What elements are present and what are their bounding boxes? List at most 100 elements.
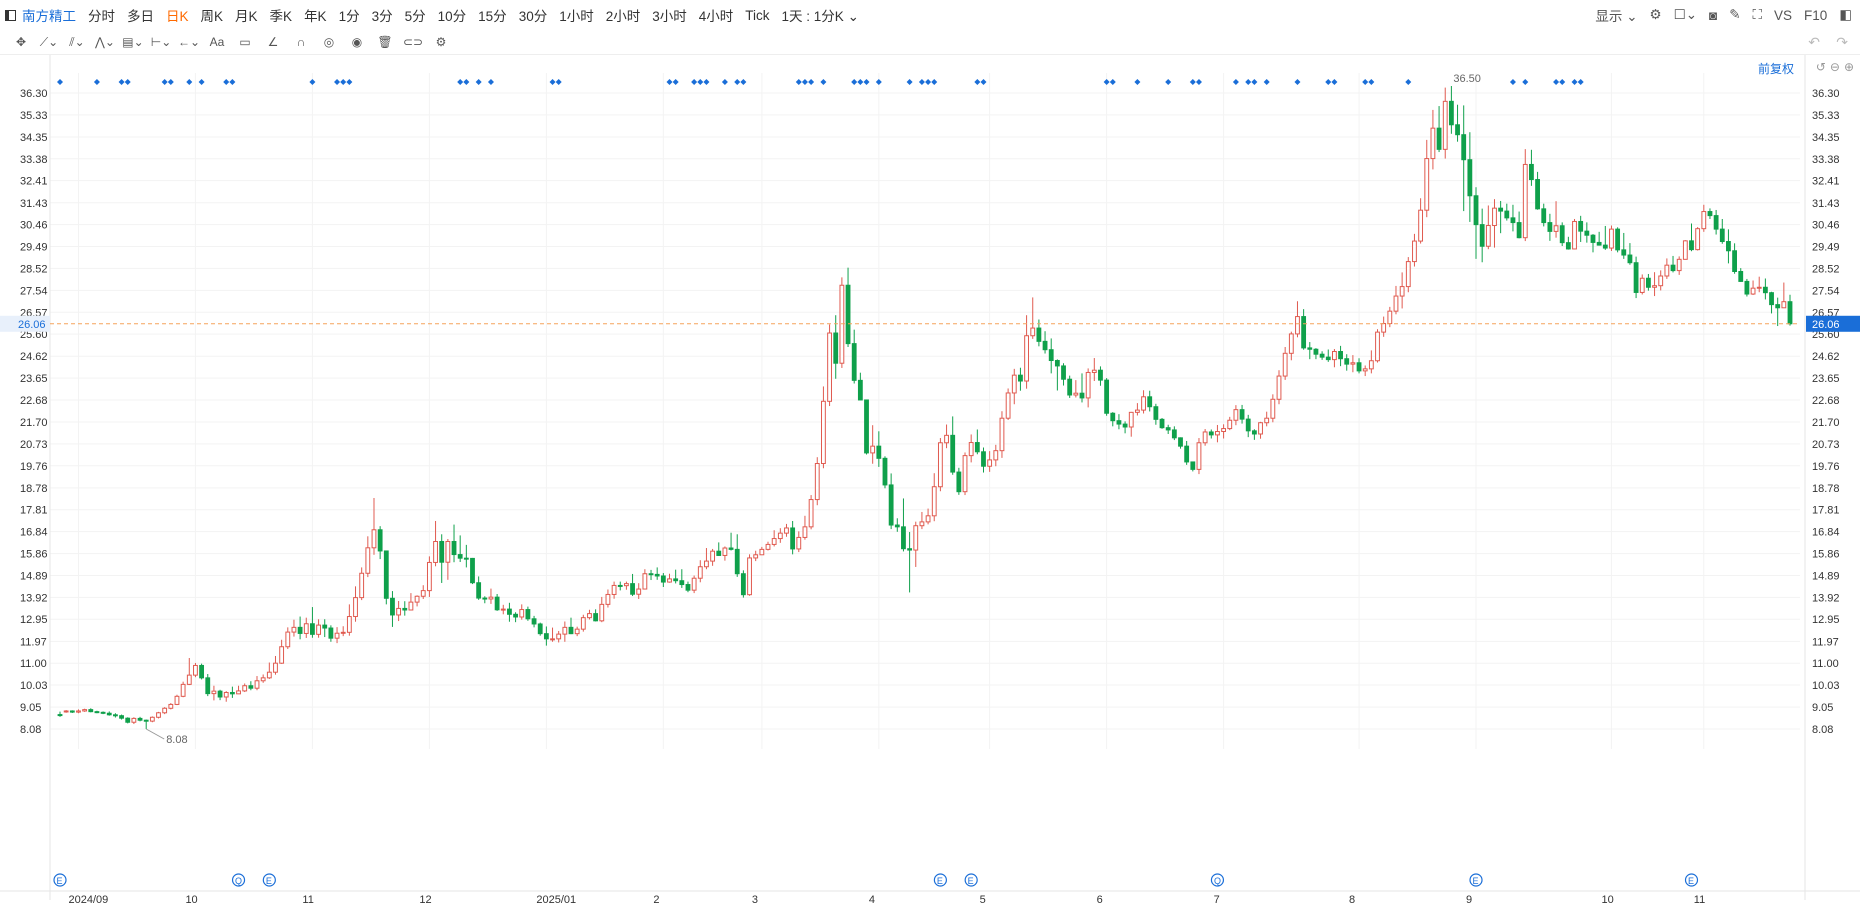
candle <box>907 532 913 593</box>
candle <box>1098 366 1103 386</box>
period-tab[interactable]: 2小时 <box>605 9 641 24</box>
period-tab[interactable]: 15分 <box>478 9 507 24</box>
pattern-icon[interactable]: ⋀⌄ <box>95 35 115 49</box>
angle-icon[interactable]: ∠ <box>267 35 279 49</box>
candle <box>1030 297 1036 339</box>
text-icon[interactable]: Aa <box>209 35 225 49</box>
candle-body <box>1775 304 1781 309</box>
candle-body <box>1196 442 1202 470</box>
candle <box>617 581 623 591</box>
period-tab[interactable]: 1分 <box>338 9 360 24</box>
comment-icon[interactable]: ▭ <box>239 35 251 49</box>
y-tick-label: 13.92 <box>20 592 48 604</box>
event-diamond-icon <box>820 79 827 85</box>
period-tab[interactable]: 周K <box>200 9 224 24</box>
period-tab[interactable]: 月K <box>235 9 258 24</box>
layout-icon[interactable]: ☐⌄ <box>1673 7 1698 22</box>
period-combo[interactable]: 1天 : 1分K ⌄ <box>781 9 859 24</box>
candle <box>100 711 106 715</box>
candle-body <box>784 527 789 534</box>
y-tick-label-right: 11.97 <box>1812 636 1839 648</box>
y-tick-label-right: 15.86 <box>1812 549 1840 561</box>
candle <box>580 614 586 632</box>
candle <box>1147 390 1153 412</box>
measure-icon[interactable]: ⊢⌄ <box>150 35 172 49</box>
eye-icon[interactable]: ◉ <box>351 35 363 49</box>
cycle-icon[interactable]: ◎ <box>323 35 335 49</box>
vs-button[interactable]: VS <box>1773 7 1792 23</box>
stock-name[interactable]: 南方精工 <box>22 9 76 24</box>
candle <box>814 457 820 506</box>
candle-body <box>568 626 574 635</box>
x-tick-label: 10 <box>185 894 197 906</box>
reset-icon[interactable]: ↺ <box>1815 60 1826 74</box>
period-tab[interactable]: Tick <box>745 7 770 23</box>
pen-icon[interactable]: ✎ <box>1729 7 1741 22</box>
move-icon[interactable]: ✥ <box>15 35 27 49</box>
period-tab[interactable]: 日K <box>166 9 189 24</box>
undo-icon[interactable]: ↶ <box>1808 34 1820 50</box>
event-diamond-icon <box>863 79 870 85</box>
period-tab[interactable]: 分时 <box>88 9 115 24</box>
period-tab[interactable]: 3分 <box>371 9 393 24</box>
f10-button[interactable]: F10 <box>1803 7 1828 23</box>
candle-body <box>691 577 697 591</box>
candle <box>390 591 395 627</box>
arrow-icon[interactable]: ←⌄ <box>177 35 201 49</box>
period-tab[interactable]: 1小时 <box>559 9 594 24</box>
candle <box>593 609 599 622</box>
candle-body <box>199 664 205 679</box>
candle <box>864 399 869 455</box>
candle-body <box>660 575 666 583</box>
event-diamond-icon <box>974 79 981 85</box>
candle-body <box>507 608 512 615</box>
y-tick-label: 31.43 <box>20 198 48 210</box>
camera-icon[interactable]: ◙ <box>1709 7 1718 23</box>
candle-body <box>156 712 161 718</box>
candle-body <box>149 716 155 722</box>
compare-icon[interactable]: ⊂⊃ <box>402 35 424 49</box>
period-tab[interactable]: 年K <box>304 9 327 24</box>
candle-body <box>137 717 143 721</box>
magnet-icon[interactable]: ∩ <box>296 35 306 49</box>
event-diamond-icon <box>691 79 698 85</box>
zoom-in-icon[interactable]: ⊕ <box>1843 60 1854 74</box>
trash-icon[interactable]: 🗑 <box>377 35 393 49</box>
candle <box>833 315 839 379</box>
candle <box>1054 359 1060 391</box>
candle <box>1430 109 1436 170</box>
candle-body <box>1184 445 1190 463</box>
period-tab[interactable]: 5分 <box>404 9 426 24</box>
candle <box>1307 342 1313 360</box>
period-tab[interactable]: 3小时 <box>652 9 687 24</box>
candle-body <box>1098 369 1103 381</box>
period-tab[interactable]: 季K <box>269 9 293 24</box>
event-diamond-icon <box>1522 79 1529 85</box>
channel-icon[interactable]: ⫽⌄ <box>69 34 85 49</box>
candle-body <box>1639 277 1645 293</box>
line-icon[interactable]: ⟋⌄ <box>39 34 59 49</box>
adjust-button[interactable]: 前复权 <box>1757 62 1794 76</box>
period-tab[interactable]: 10分 <box>437 9 467 24</box>
candle <box>236 685 241 695</box>
candle-body <box>1633 262 1639 293</box>
candle-body <box>346 616 352 633</box>
fullscreen-icon[interactable]: ⛶ <box>1752 7 1762 22</box>
display-button[interactable]: 显示 ⌄ <box>1595 9 1638 24</box>
period-tab[interactable]: 多日 <box>127 9 154 24</box>
panel-toggle-icon[interactable]: ◧ <box>1839 7 1852 22</box>
period-tab[interactable]: 4小时 <box>698 9 734 24</box>
settings-icon[interactable]: ⚙ <box>1649 7 1662 22</box>
period-tab[interactable]: 30分 <box>518 9 548 24</box>
candle <box>950 416 956 475</box>
candle-body <box>451 540 457 556</box>
candle <box>605 589 611 608</box>
sidebar-toggle-icon[interactable] <box>5 9 16 21</box>
zoom-out-icon[interactable]: ⊖ <box>1829 60 1840 74</box>
candlestick-chart[interactable]: 36.30 36.30 35.33 35.33 34.35 34.35 33.38 33.38… <box>0 55 1860 912</box>
candle <box>685 581 691 593</box>
redo-icon[interactable]: ↷ <box>1836 34 1848 50</box>
fib-icon[interactable]: ▤⌄ <box>122 35 144 49</box>
candle <box>1116 414 1122 430</box>
settings-icon[interactable]: ⚙ <box>435 35 447 49</box>
